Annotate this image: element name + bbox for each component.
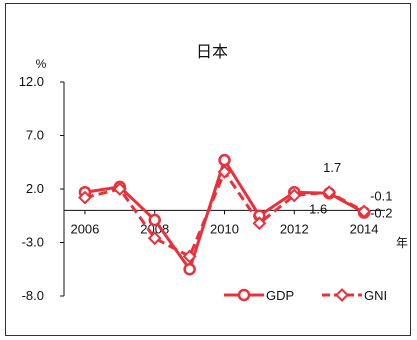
chart-frame [5, 3, 411, 336]
data-point-gdp [183, 263, 196, 276]
data-label: -0.1 [370, 188, 392, 203]
legend: GDP GNI [224, 288, 387, 303]
data-point-gni [357, 204, 371, 219]
data-point-gni [182, 249, 197, 264]
data-point-gni [287, 188, 302, 203]
data-point-gni [112, 182, 127, 196]
data-point-gni [147, 231, 162, 246]
data-label: 1.7 [323, 160, 341, 175]
y-tick-label: 2.0 [26, 181, 44, 196]
data-point-gni [78, 190, 92, 205]
x-tick-label: 2006 [70, 221, 99, 236]
y-tick-label: -3.0 [22, 235, 44, 250]
data-label: -0.2 [370, 206, 392, 221]
legend-label-gni: GNI [364, 288, 387, 303]
series-layer [78, 153, 371, 276]
data-point-gni [252, 216, 267, 231]
x-tick-label: 2014 [350, 221, 379, 236]
data-point-gni [217, 164, 232, 179]
y-axis-unit: % [36, 57, 47, 71]
data-point-gdp [218, 153, 231, 167]
x-tick-label: 2010 [210, 221, 239, 236]
y-tick-label: 12.0 [19, 74, 44, 89]
legend-label-gdp: GDP [266, 288, 294, 303]
x-tick-label: 2012 [280, 221, 309, 236]
y-tick-label: -8.0 [22, 288, 44, 303]
x-axis-unit: 年 [396, 236, 408, 250]
legend-marker-gni [335, 288, 349, 302]
chart-title: 日本 [196, 43, 228, 61]
data-label: 1.6 [309, 201, 327, 216]
y-tick-label: 7.0 [26, 128, 44, 143]
data-point-gdp [148, 213, 161, 227]
data-point-gni [322, 185, 337, 200]
legend-marker-gdp [237, 288, 251, 302]
annotation-layer: 1.7 1.6 -0.1 -0.2 [309, 160, 392, 220]
